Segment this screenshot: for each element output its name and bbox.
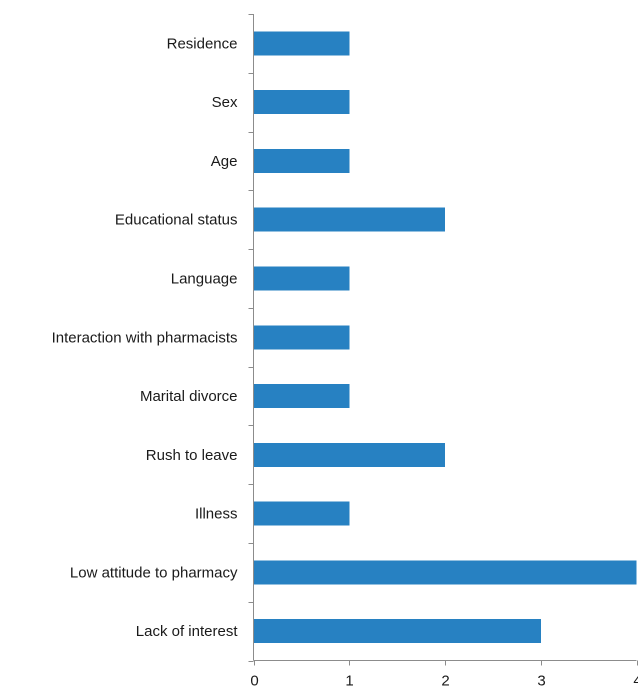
category-label: Age: [211, 153, 238, 170]
category-label: Residence: [167, 35, 238, 52]
category-labels: Residence Sex Age Educational status Languag…: [52, 35, 239, 640]
x-tick-label: 0: [250, 673, 258, 690]
bar-age: [253, 148, 350, 173]
x-tick-label: 1: [345, 673, 353, 690]
category-label: Illness: [195, 506, 238, 523]
bar-rush-to-leave: [253, 442, 445, 467]
bar-language: [253, 266, 350, 291]
x-tick-label: 2: [441, 673, 449, 690]
bar-lack-of-interest: [253, 619, 541, 644]
category-label: Lack of interest: [136, 623, 239, 640]
bar-educational-status: [253, 207, 445, 232]
x-tick-labels: 0 1 2 3 4: [250, 673, 638, 690]
category-label: Interaction with pharmacists: [52, 329, 238, 346]
bar-illness: [253, 501, 350, 526]
bar-residence: [253, 31, 350, 56]
bar-sex: [253, 90, 350, 115]
category-label: Rush to leave: [146, 447, 238, 464]
x-tick-label: 3: [537, 673, 545, 690]
x-tick-label: 4: [633, 673, 638, 690]
category-tick-marks: [248, 14, 254, 662]
category-label: Educational status: [115, 212, 238, 229]
category-label: Marital divorce: [140, 388, 238, 405]
category-label: Language: [171, 270, 238, 287]
category-label: Low attitude to pharmacy: [70, 564, 238, 581]
category-label: Sex: [212, 94, 238, 111]
bar-low-attitude-to-pharmacy: [253, 560, 637, 585]
x-tick-marks: [254, 660, 638, 666]
bar-interaction-with-pharmacists: [253, 325, 350, 350]
bars: [253, 31, 637, 644]
bar-marital-divorce: [253, 384, 350, 409]
